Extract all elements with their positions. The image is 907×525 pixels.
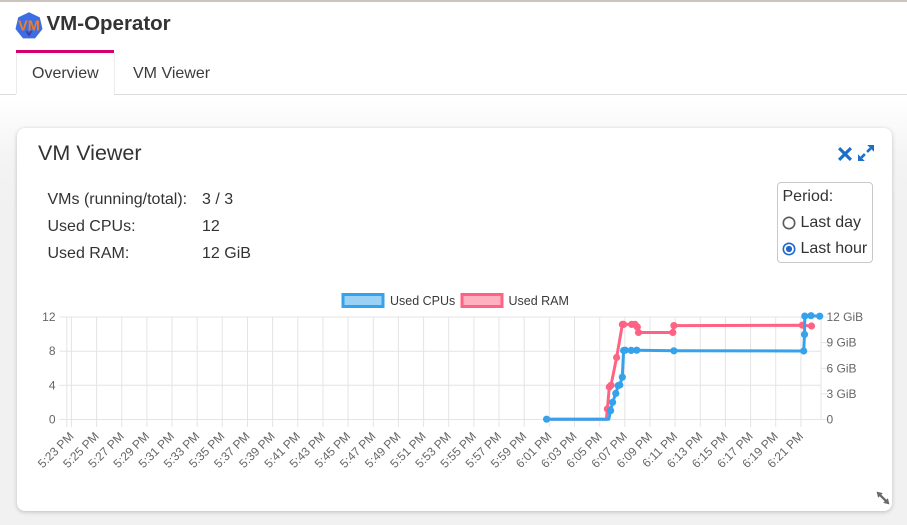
svg-text:3 GiB: 3 GiB: [827, 387, 857, 401]
svg-text:6 GiB: 6 GiB: [827, 361, 857, 375]
svg-text:9 GiB: 9 GiB: [827, 336, 857, 350]
svg-text:4: 4: [49, 378, 56, 392]
svg-text:12 GiB: 12 GiB: [827, 310, 864, 324]
svg-text:0: 0: [49, 413, 56, 427]
svg-text:Used CPUs: Used CPUs: [390, 294, 455, 308]
svg-text:VM: VM: [18, 19, 40, 35]
svg-text:8: 8: [49, 344, 56, 358]
svg-text:12: 12: [42, 310, 56, 324]
svg-text:Used RAM: Used RAM: [509, 294, 569, 308]
svg-text:0: 0: [827, 413, 834, 427]
